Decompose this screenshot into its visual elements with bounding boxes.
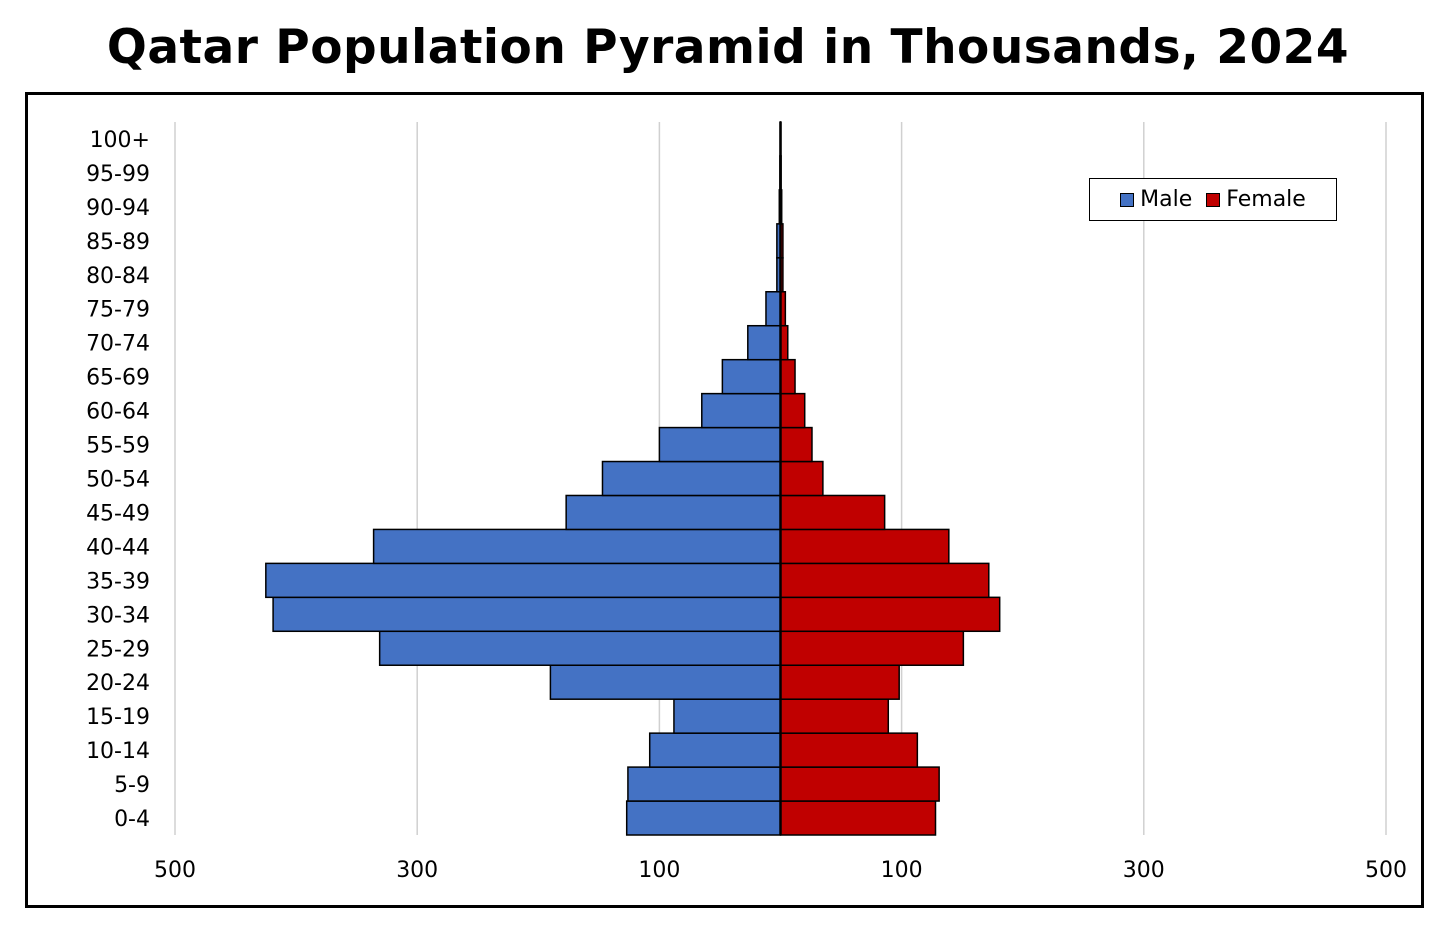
bar-female-25-29: [779, 630, 965, 666]
legend-item-male: Male: [1120, 187, 1192, 212]
bar-female-45-49: [779, 494, 886, 531]
bar-male-20-24: [549, 664, 782, 700]
bar-female-30-34: [779, 596, 1001, 633]
x-tick-label-5: 500: [1365, 858, 1407, 883]
y-tick-label-5-9: 5-9: [114, 773, 150, 798]
bar-female-40-44: [779, 528, 950, 565]
x-tick-label-3: 100: [881, 858, 923, 883]
y-tick-label-90-94: 90-94: [86, 196, 150, 221]
y-tick-label-40-44: 40-44: [86, 535, 150, 560]
bar-female-55-59: [779, 426, 813, 463]
y-tick-label-35-39: 35-39: [86, 569, 150, 594]
male-bars: [265, 121, 782, 836]
legend-label-male: Male: [1140, 187, 1193, 212]
y-tick-label-50-54: 50-54: [86, 468, 150, 493]
bar-female-5-9: [779, 766, 940, 802]
legend-item-female: Female: [1206, 187, 1306, 212]
bar-female-50-54: [779, 460, 824, 497]
bar-male-5-9: [627, 766, 782, 802]
y-tick-label-45-49: 45-49: [86, 501, 150, 526]
y-tick-label-75-79: 75-79: [86, 298, 150, 323]
bar-female-10-14: [779, 732, 919, 768]
x-tick-label-1: 300: [396, 858, 438, 883]
y-tick-label-25-29: 25-29: [86, 637, 150, 662]
y-tick-label-100+: 100+: [90, 128, 150, 153]
bar-male-65-69: [721, 358, 782, 395]
y-tick-label-85-89: 85-89: [86, 230, 150, 255]
y-tick-label-30-34: 30-34: [86, 603, 150, 628]
bar-female-65-69: [779, 358, 796, 395]
y-tick-label-20-24: 20-24: [86, 671, 150, 696]
chart-title: Qatar Population Pyramid in Thousands, 2…: [106, 20, 1350, 75]
x-axis-labels: 500 300 100 100 300 500: [154, 858, 1407, 883]
x-tick-label-4: 300: [1123, 858, 1165, 883]
bar-male-10-14: [648, 732, 782, 768]
y-tick-label-65-69: 65-69: [86, 366, 150, 391]
bar-male-60-64: [701, 392, 782, 429]
y-tick-label-80-84: 80-84: [86, 264, 150, 289]
x-tick-label-0: 500: [154, 858, 196, 883]
y-tick-label-95-99: 95-99: [86, 162, 150, 187]
bar-male-70-74: [747, 324, 782, 361]
bar-male-75-79: [765, 291, 782, 327]
y-tick-label-10-14: 10-14: [86, 739, 150, 764]
legend-label-female: Female: [1226, 187, 1306, 212]
bar-male-30-34: [272, 596, 782, 633]
y-tick-label-0-4: 0-4: [114, 807, 150, 832]
legend-swatch-male: [1120, 192, 1135, 207]
bar-male-0-4: [625, 800, 782, 836]
bar-female-35-39: [779, 562, 990, 599]
legend-swatch-female: [1206, 192, 1221, 207]
bar-female-20-24: [779, 664, 900, 700]
bar-male-15-19: [673, 698, 782, 734]
bar-male-50-54: [601, 460, 782, 497]
bar-male-25-29: [378, 630, 782, 666]
y-tick-label-70-74: 70-74: [86, 332, 150, 357]
y-tick-label-60-64: 60-64: [86, 400, 150, 425]
legend: Male Female: [1089, 178, 1337, 221]
female-bars: [779, 121, 1001, 836]
bar-female-60-64: [779, 392, 806, 429]
y-tick-label-55-59: 55-59: [86, 434, 150, 459]
bar-female-15-19: [779, 698, 890, 734]
chart-frame: [25, 92, 1424, 908]
bar-male-35-39: [265, 562, 782, 599]
gridlines: [174, 122, 1387, 835]
x-tick-label-2: 100: [638, 858, 680, 883]
y-tick-label-15-19: 15-19: [86, 705, 150, 730]
bar-male-45-49: [565, 494, 782, 531]
bar-male-40-44: [372, 528, 782, 565]
bar-male-55-59: [658, 426, 782, 463]
bar-female-0-4: [779, 800, 937, 836]
y-axis-labels: 0-4 5-9 10-14 15-19 20-24 25-29 30-34 35-39 40-4…: [86, 128, 150, 832]
